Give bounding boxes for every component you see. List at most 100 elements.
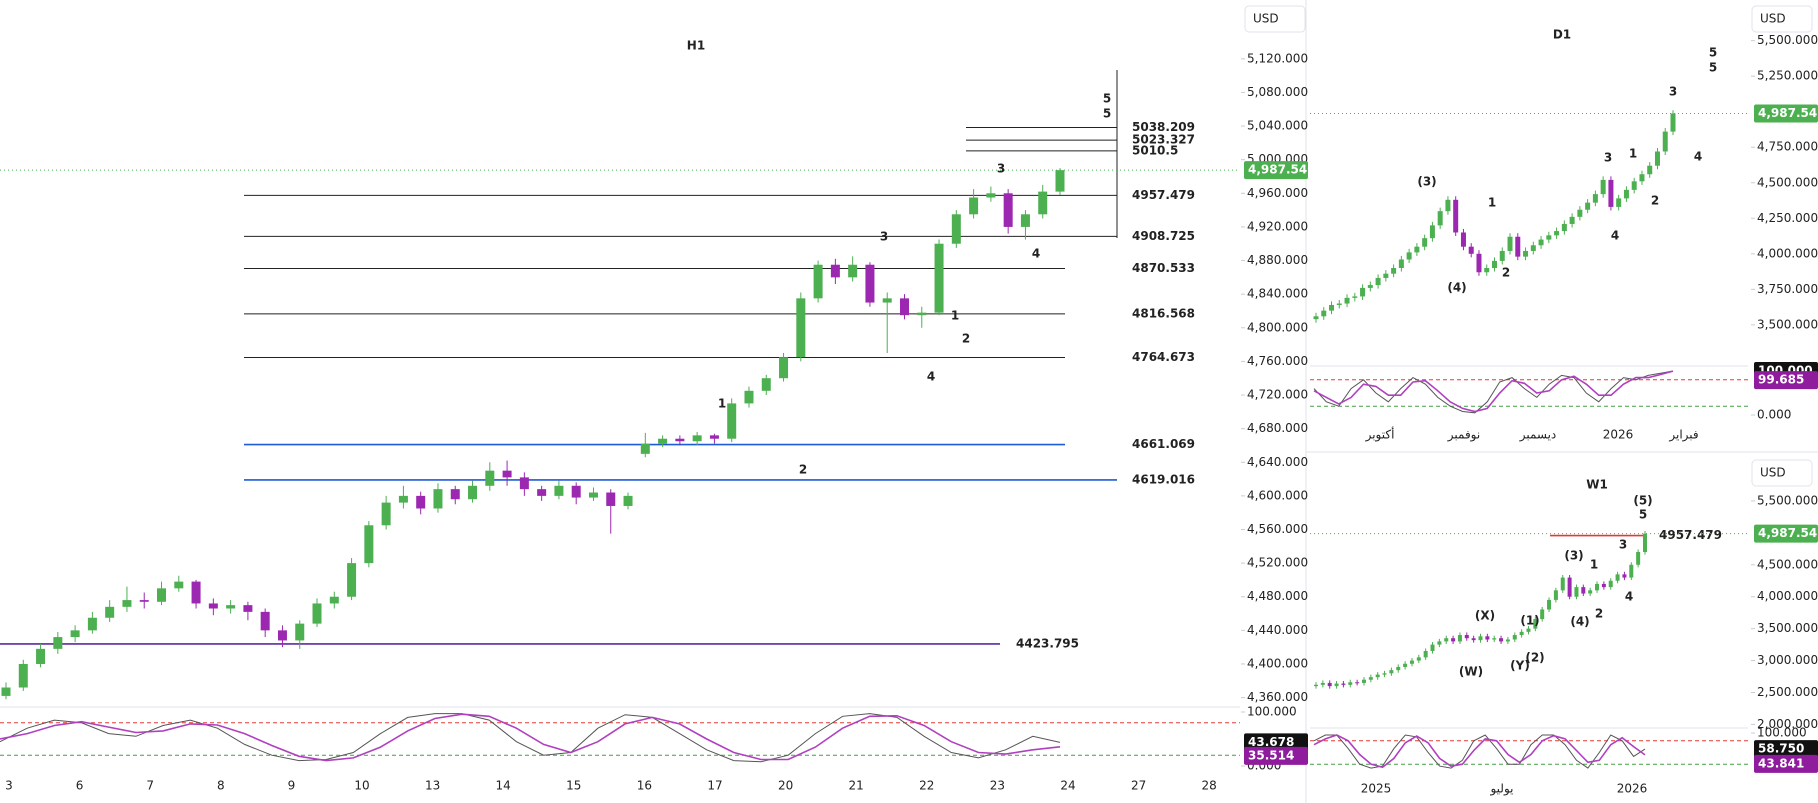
candle-body [1636,552,1641,565]
x-tick-label: 13 [425,779,440,793]
candle-body [295,623,305,641]
candle-body [1409,660,1414,664]
candle-body [1519,631,1524,636]
candle-body [485,470,495,486]
candle-body [364,525,374,564]
candle-body [1574,587,1579,597]
y-tick-label: 4,500.000 [1757,557,1818,571]
candle-body [1430,644,1435,651]
currency-box [1244,5,1306,33]
oscillator-badge-label: 43.841 [1758,756,1804,770]
candle-body [1577,209,1583,217]
candle-body [1416,657,1421,661]
candle-body [191,581,201,604]
wave-label: (5) [1633,494,1652,508]
candle-body [1585,202,1591,210]
x-tick-label: 2026 [1603,428,1634,442]
wave-label: 3 [880,230,888,244]
candle-body [1437,211,1443,226]
wave-label: 1 [718,397,726,411]
candle-body [1429,225,1435,239]
x-tick-label: 17 [707,779,722,793]
wave-label: 1 [1590,558,1598,572]
x-tick-label: 20 [778,779,793,793]
oscillator-badge-label: 58.750 [1758,742,1804,756]
last-price-badge [1754,104,1818,123]
candle-body [1,687,11,696]
x-tick-label: أكتوبر [1365,427,1395,443]
candle-body [1567,577,1572,597]
candle-body [1375,277,1381,286]
y-tick-label: 3,500.000 [1757,317,1818,331]
candle-body [1003,193,1013,227]
oscillator-badge-label: 99.685 [1758,373,1804,387]
wave-label: 3 [997,162,1005,176]
oscillator-line [1313,370,1674,413]
x-tick-label: 7 [146,779,154,793]
level-label: 4661.069 [1132,437,1195,451]
candle-body [951,214,961,244]
currency-label: USD [1760,466,1786,480]
candle-body [1538,239,1544,246]
candle-body [1360,287,1366,297]
candle-body [571,485,581,498]
level-label: 4423.795 [1016,636,1079,650]
candle-body [1492,638,1497,640]
candle-body [692,435,702,442]
candle-body [1478,636,1483,641]
candle-body [1327,682,1332,687]
x-tick-label: 27 [1131,779,1146,793]
candle-body [1553,590,1558,600]
chart-title: W1 [1586,478,1608,492]
candle-body [865,264,875,303]
candle-body [1647,165,1653,175]
candle-body [468,485,478,500]
wave-label: 4 [1611,229,1619,243]
candle-body [1329,304,1335,311]
candle-body [416,495,426,509]
level-label: 4619.016 [1132,472,1195,486]
oscillator-line [1313,734,1646,769]
y-tick-label: 5,120.000 [1247,51,1308,65]
x-tick-label: 24 [1060,779,1075,793]
candle-body [1547,599,1552,610]
candle-body [1453,199,1459,233]
chart-title: H1 [687,39,705,53]
x-tick-label: 8 [217,779,225,793]
y-tick-label: 5,250.000 [1757,69,1818,83]
oscillator-badge [1754,371,1818,390]
candle-body [1554,231,1560,236]
candle-body [312,603,322,624]
wave-label: 3 [1604,151,1612,165]
wave-label: 2 [962,332,970,346]
x-tick-label: ديسمبر [1519,428,1557,443]
candle-body [796,298,806,358]
candle-body [1484,268,1490,273]
oscillator-line [0,713,1061,763]
candle-body [830,264,840,278]
wave-label: (4) [1570,615,1589,629]
y-tick-label: 4,750.000 [1757,140,1818,154]
candle-body [1476,253,1482,273]
x-tick-label: 23 [990,779,1005,793]
last-price-badge [1754,524,1818,543]
candle-body [1457,635,1462,642]
candle-body [917,312,927,316]
candle-body [1437,641,1442,645]
y-tick-label: 4,400.000 [1247,656,1308,670]
candle-body [1414,246,1420,253]
y-tick-label: 5,500.000 [1757,493,1818,507]
candle-body [1382,673,1387,675]
y-tick-label: 5,500.000 [1757,33,1818,47]
candle-body [1601,583,1606,588]
currency-box [1751,5,1813,33]
candle-body [1020,214,1030,227]
candle-body [208,603,218,609]
last-price-label: 4,987.545 [1248,163,1316,177]
candle-body [709,435,719,439]
candle-body [1505,639,1510,642]
wave-label: 1 [1488,196,1496,210]
candle-body [398,495,408,503]
candle-body [1396,666,1401,671]
y-tick-label: 4,880.000 [1247,253,1308,267]
